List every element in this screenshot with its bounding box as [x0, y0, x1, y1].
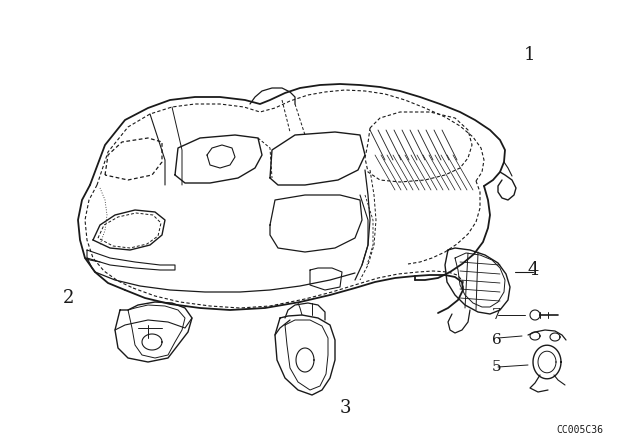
Text: 1: 1 — [524, 46, 536, 64]
Text: 6: 6 — [492, 333, 502, 347]
Text: 2: 2 — [62, 289, 74, 307]
Text: 5: 5 — [492, 360, 502, 374]
Text: 7: 7 — [492, 308, 502, 322]
Text: CC005C36: CC005C36 — [557, 425, 604, 435]
Text: 4: 4 — [527, 261, 539, 279]
Text: 3: 3 — [339, 399, 351, 417]
